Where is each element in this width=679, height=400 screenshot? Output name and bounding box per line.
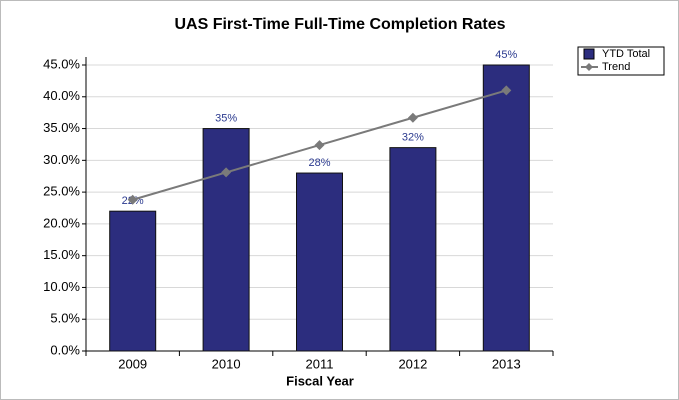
trend-marker: [501, 85, 512, 96]
bar: [296, 172, 343, 352]
bar: [389, 147, 437, 352]
legend-label: Trend: [602, 61, 630, 73]
x-axis-label: Fiscal Year: [286, 373, 354, 388]
value-label: 35%: [215, 112, 237, 124]
trend-marker: [221, 167, 232, 178]
value-label: 45%: [495, 49, 517, 61]
y-tick-label: 40.0%: [43, 88, 80, 103]
bar: [482, 64, 530, 352]
y-tick-label: 5.0%: [50, 311, 80, 326]
bar: [202, 128, 250, 352]
legend-marker: [585, 63, 593, 71]
chart-title: UAS First-Time Full-Time Completion Rate…: [174, 16, 505, 33]
x-tick-label: 2011: [306, 356, 334, 371]
x-tick-label: 2013: [492, 356, 521, 371]
y-tick-label: 45.0%: [43, 56, 80, 71]
y-tick-label: 25.0%: [43, 184, 80, 199]
y-tick-label: 15.0%: [43, 247, 80, 262]
legend-swatch: [583, 48, 595, 60]
x-tick-label: 2012: [398, 356, 427, 371]
y-tick-label: 10.0%: [43, 279, 80, 294]
x-tick-label: 2010: [212, 356, 241, 371]
x-tick-label: 2009: [118, 356, 147, 371]
y-tick-label: 35.0%: [43, 120, 80, 135]
trend-marker: [314, 140, 325, 151]
legend-label: YTD Total: [602, 48, 650, 60]
y-tick-label: 0.0%: [50, 342, 80, 357]
value-label: 28%: [308, 157, 330, 169]
y-tick-label: 20.0%: [43, 215, 80, 230]
value-label: 32%: [402, 132, 424, 144]
bar: [109, 210, 157, 352]
y-tick-label: 30.0%: [43, 152, 80, 167]
trend-marker: [407, 112, 418, 123]
trend-marker: [127, 194, 138, 205]
